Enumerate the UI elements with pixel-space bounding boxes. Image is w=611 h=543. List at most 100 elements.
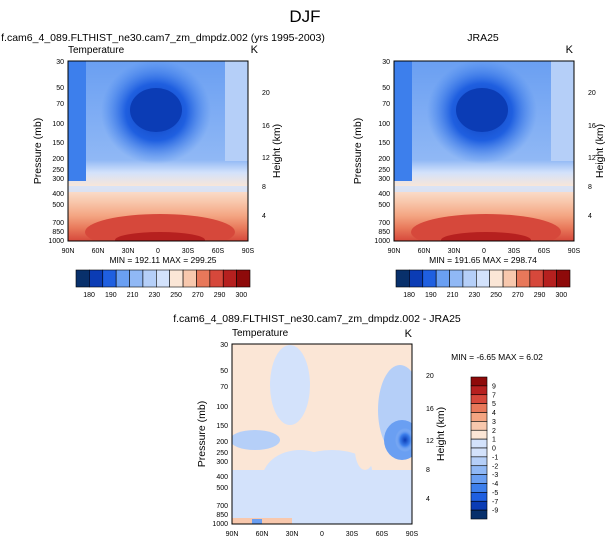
colorbar-label: -1	[492, 454, 498, 461]
x-tick-label: 90S	[568, 248, 581, 255]
y-axis-title: Pressure (mb)	[352, 118, 364, 185]
y-right-tick-label: 12	[588, 155, 596, 162]
colorbar-label: 180	[403, 292, 415, 299]
colorbar-swatch	[115, 269, 130, 288]
colorbar-label: 250	[490, 292, 502, 299]
y-axis-title: Pressure (mb)	[196, 401, 208, 468]
colorbar-swatch	[462, 269, 477, 288]
colorbar-label: 250	[170, 292, 182, 299]
y-tick-label: 150	[52, 140, 64, 147]
panel-diff-y-axis: 30 50 70 100 150 200 250 300 400 500 700…	[196, 342, 228, 528]
colorbar-swatch	[470, 394, 488, 404]
x-tick-label: 60S	[376, 531, 389, 538]
x-tick-label: 60S	[212, 248, 225, 255]
colorbar-label: -2	[492, 463, 498, 470]
x-tick-label: 60N	[418, 248, 431, 255]
colorbar-label: 1	[492, 437, 496, 444]
colorbar-label: 290	[214, 292, 226, 299]
colorbar-swatch	[470, 447, 488, 458]
panel-obs-stats: MIN = 191.65 MAX = 298.74	[429, 255, 537, 265]
y-tick-label: 70	[220, 384, 228, 391]
x-tick-label: 60N	[92, 248, 105, 255]
panel-model-unit-label: K	[251, 44, 259, 56]
y-tick-label: 70	[382, 101, 390, 108]
y-right-tick-label: 8	[262, 184, 266, 191]
colorbar-label: 300	[235, 292, 247, 299]
colorbar-label: 270	[512, 292, 524, 299]
panel-obs-colorbar: 180 190 210 230 250 270 290 300	[395, 269, 571, 299]
x-tick-label: 30N	[122, 248, 135, 255]
panel-diff-stats: MIN = -6.65 MAX = 6.02	[451, 352, 543, 362]
colorbar-label: 9	[492, 383, 496, 390]
x-tick-label: 0	[156, 248, 160, 255]
colorbar-swatch	[470, 509, 488, 520]
x-tick-label: 60S	[538, 248, 551, 255]
colorbar-label: 300	[555, 292, 567, 299]
colorbar-swatch	[209, 269, 224, 288]
colorbar-label: -7	[492, 499, 498, 506]
colorbar-label: 2	[492, 428, 496, 435]
panel-model-x-axis: 90N 60N 30N 0 30S 60S 90S	[62, 248, 255, 255]
y-tick-label: 1000	[48, 238, 64, 245]
colorbar-swatch	[75, 269, 90, 288]
y-right-axis-title: Height (km)	[594, 124, 606, 178]
y-tick-label: 700	[216, 503, 228, 510]
colorbar-swatch	[470, 429, 488, 440]
panel-diff-title: f.cam6_4_089.FLTHIST_ne30.cam7_zm_dmpdz.…	[173, 313, 461, 325]
colorbar-label: 210	[127, 292, 139, 299]
y-tick-label: 500	[52, 202, 64, 209]
panel-model-title: f.cam6_4_089.FLTHIST_ne30.cam7_zm_dmpdz.…	[1, 32, 325, 44]
colorbar-swatch	[169, 269, 184, 288]
x-tick-label: 90N	[62, 248, 75, 255]
y-right-tick-label: 12	[262, 155, 270, 162]
y-tick-label: 1000	[374, 238, 390, 245]
colorbar-swatch	[542, 269, 557, 288]
y-right-tick-label: 20	[262, 90, 270, 97]
y-tick-label: 50	[220, 368, 228, 375]
panel-obs-y-axis: 30 50 70 100 150 200 250 300 400 500 700…	[352, 59, 390, 245]
colorbar-swatch	[395, 269, 410, 288]
x-tick-label: 90S	[406, 531, 419, 538]
y-tick-label: 500	[378, 202, 390, 209]
colorbar-label: 180	[83, 292, 95, 299]
y-tick-label: 700	[52, 220, 64, 227]
colorbar-swatch	[470, 385, 488, 396]
colorbar-swatch	[89, 269, 104, 288]
panel-obs-title: JRA25	[467, 32, 499, 44]
colorbar-label: 210	[447, 292, 459, 299]
y-right-tick-label: 16	[262, 123, 270, 130]
colorbar-swatch	[476, 269, 490, 288]
y-tick-label: 500	[216, 485, 228, 492]
y-right-tick-label: 4	[262, 213, 266, 220]
y-right-tick-label: 4	[588, 213, 592, 220]
colorbar-swatch	[222, 269, 237, 288]
colorbar-swatch	[435, 269, 450, 288]
x-tick-label: 30S	[508, 248, 521, 255]
panel-diff-left-label: Temperature	[232, 328, 289, 339]
panel-model-y-axis: 30 50 70 100 150 200 250 300 400 500 700…	[32, 59, 64, 245]
panel-model: f.cam6_4_089.FLTHIST_ne30.cam7_zm_dmpdz.…	[1, 32, 325, 299]
y-tick-label: 100	[216, 404, 228, 411]
y-right-axis-title: Height (km)	[271, 124, 283, 178]
panel-diff-plot	[231, 343, 413, 525]
y-right-tick-label: 8	[588, 184, 592, 191]
y-tick-label: 30	[56, 59, 64, 66]
y-axis-title: Pressure (mb)	[32, 118, 44, 185]
y-right-tick-label: 16	[588, 123, 596, 130]
panel-model-right-axis: 20 16 12 8 4 Height (km)	[262, 90, 283, 220]
x-tick-label: 90S	[242, 248, 255, 255]
colorbar-swatch	[470, 483, 488, 493]
colorbar-label: 3	[492, 419, 496, 426]
colorbar-swatch	[470, 421, 488, 431]
panel-model-plot	[67, 60, 249, 242]
colorbar-swatch	[182, 269, 197, 288]
x-tick-label: 0	[482, 248, 486, 255]
y-right-tick-label: 16	[426, 406, 434, 413]
colorbar-label: 190	[425, 292, 437, 299]
colorbar-label: -3	[492, 472, 498, 479]
y-tick-label: 850	[378, 229, 390, 236]
colorbar-swatch	[470, 376, 488, 387]
colorbar-swatch	[409, 269, 424, 288]
panel-diff-right-axis: 20 16 12 8 4 Height (km)	[426, 373, 447, 503]
